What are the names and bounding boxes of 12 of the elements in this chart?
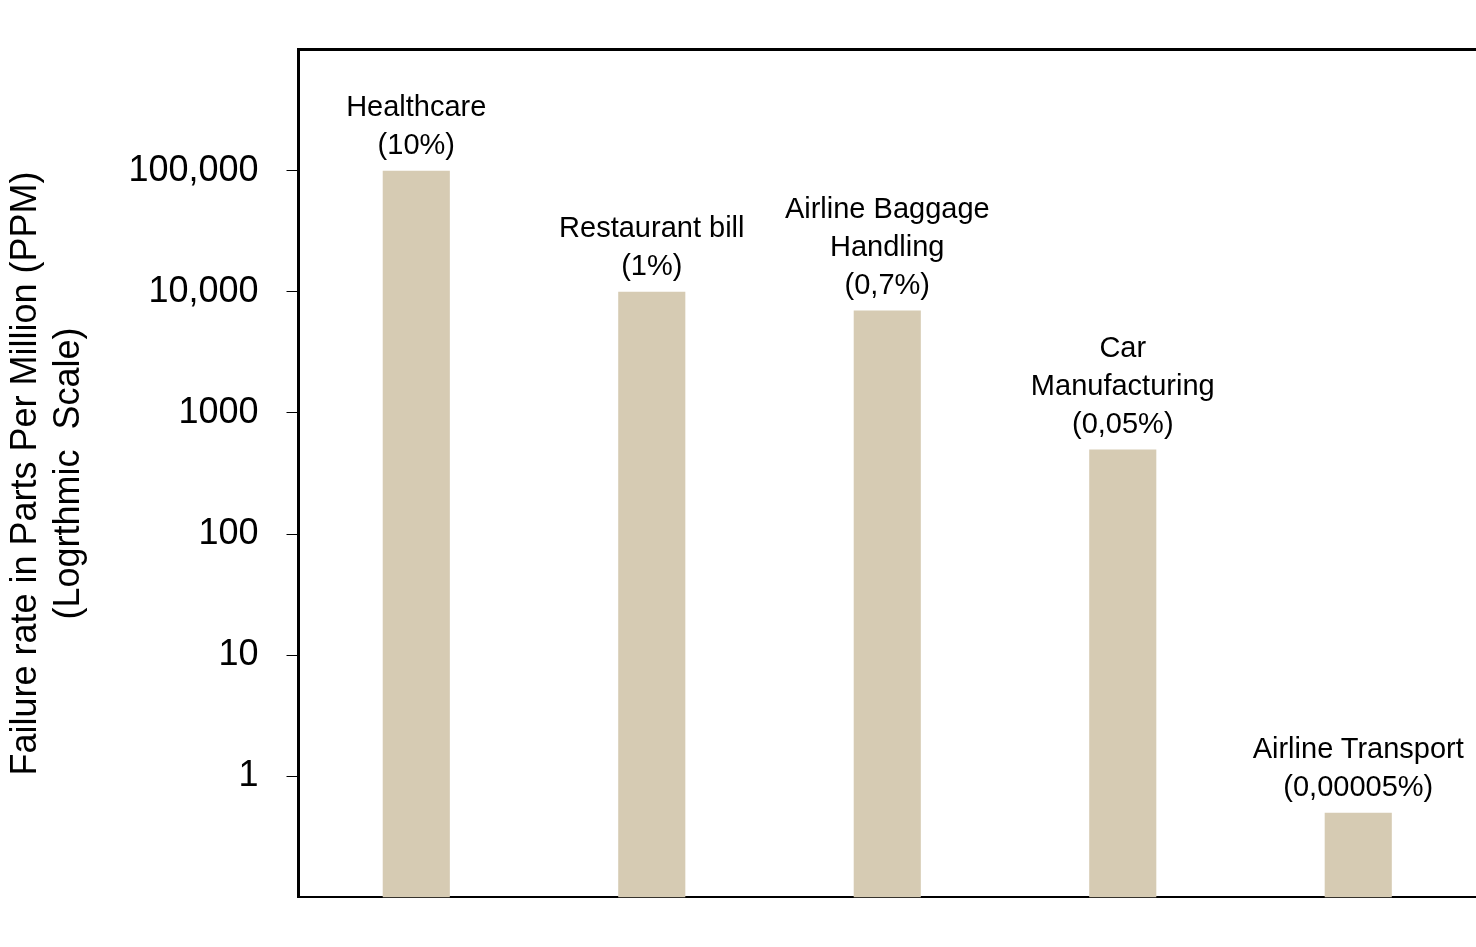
x-tick-label: Restaurant bill (1%) [559, 211, 745, 282]
x-tick-label: Airline Baggage Handling (0,7%) [784, 192, 990, 301]
x-tick-label: Car Manufacturing (0,05%) [1030, 330, 1215, 439]
y-tick-label: 1 [238, 753, 259, 795]
y-axis-title: Failure rate in Parts Per Million (PPM) (Logrthmic Scale) [2, 171, 87, 776]
y-tick-label: 100 [198, 510, 259, 552]
y-tick-label: 10,000 [148, 268, 259, 310]
y-tick-label: 10 [218, 632, 259, 674]
y-tick-label: 1000 [178, 389, 259, 431]
y-tick-label: 100,000 [128, 147, 259, 189]
x-tick-label: Airline Transport (0,00005%) [1252, 732, 1464, 803]
x-tick-label: Healthcare (10%) [346, 90, 487, 161]
